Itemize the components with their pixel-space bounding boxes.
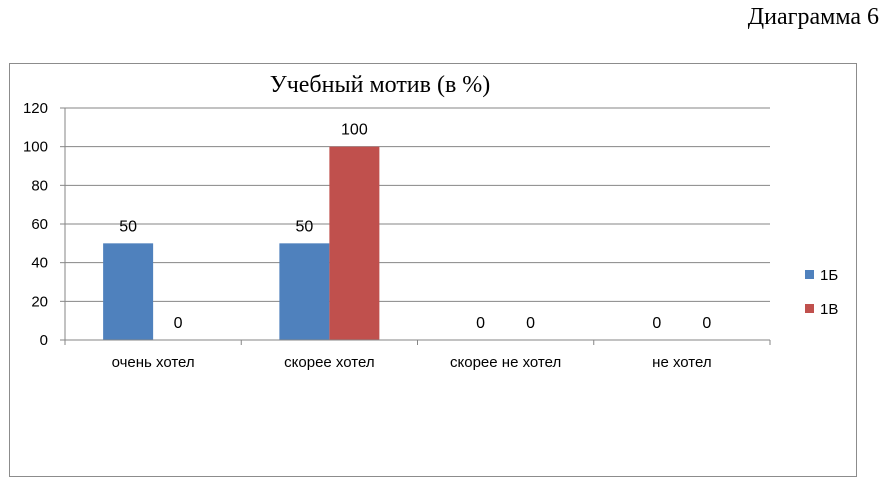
category-label: скорее хотел [284,354,374,371]
bar [279,243,330,340]
y-tick-label: 80 [31,177,48,194]
data-label: 50 [119,218,137,235]
x-axis [64,108,771,345]
y-tick-label: 40 [31,255,48,272]
gridlines [65,107,770,302]
legend-swatch [805,270,814,279]
bars [103,146,380,340]
data-label: 100 [341,122,368,139]
y-tick-label: 0 [40,332,48,349]
data-labels: 50 0 50 100 0 0 0 0 [119,122,711,332]
data-label: 50 [295,218,313,235]
y-tick-label: 100 [23,139,48,156]
legend: 1Б 1В [805,267,838,318]
y-tick-label: 20 [31,293,48,310]
data-label: 0 [702,315,711,332]
chart-frame: Учебный мотив (в %) 0 20 40 60 80 100 120 50 0 5… [9,63,857,477]
data-label: 0 [174,315,183,332]
bar [329,146,380,340]
y-tick-label: 60 [31,216,48,233]
category-label: скорее не хотел [450,354,561,371]
category-label: не хотел [652,354,711,371]
legend-label: 1В [820,301,838,318]
y-tick-label: 120 [23,100,48,117]
data-label: 0 [652,315,661,332]
category-label: очень хотел [112,354,195,371]
category-labels: очень хотел скорее хотел скорее не хотел не… [112,354,712,371]
legend-swatch [805,304,814,313]
diagram-number: Диаграмма 6 [747,4,879,30]
data-label: 0 [476,315,485,332]
y-axis-ticks: 0 20 40 60 80 100 120 [23,100,65,349]
bar [103,243,154,340]
legend-label: 1Б [820,267,838,284]
chart-title: Учебный мотив (в %) [270,72,491,98]
data-label: 0 [526,315,535,332]
